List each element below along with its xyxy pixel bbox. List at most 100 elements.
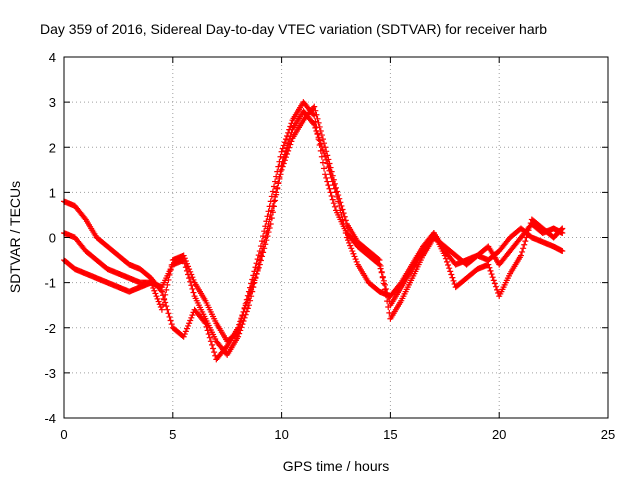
data-points [61, 99, 566, 363]
data-point [312, 107, 319, 114]
data-point [207, 338, 214, 345]
data-point [265, 208, 272, 215]
data-point [162, 291, 169, 298]
data-point [243, 296, 250, 303]
data-point [167, 266, 174, 273]
y-tick-label: -3 [44, 366, 56, 381]
data-point [315, 119, 322, 126]
data-point [186, 266, 193, 273]
series-track-3 [61, 99, 566, 345]
data-point [321, 165, 328, 172]
data-point [351, 253, 358, 260]
data-point [450, 277, 457, 284]
chart-title: Day 359 of 2016, Sidereal Day-to-day VTE… [40, 21, 547, 37]
data-point [443, 258, 450, 265]
data-point [244, 292, 251, 299]
data-point [352, 256, 359, 263]
data-point [313, 124, 320, 131]
data-point [385, 294, 392, 301]
data-point [268, 207, 275, 214]
data-point [333, 184, 339, 191]
series-track-1 [61, 108, 566, 363]
data-point [328, 168, 335, 175]
data-point [165, 310, 172, 317]
data-point [287, 141, 294, 148]
y-tick-label: 0 [49, 231, 56, 246]
data-point [208, 341, 215, 348]
data-point [317, 128, 324, 135]
data-point [342, 217, 349, 224]
data-point [186, 275, 193, 282]
data-point [286, 126, 293, 133]
data-point [521, 241, 528, 248]
data-point [319, 159, 326, 166]
data-point [182, 257, 189, 264]
data-point [286, 144, 293, 151]
data-point [166, 271, 173, 278]
data-point [259, 238, 266, 245]
data-point [268, 193, 275, 200]
data-point [559, 248, 566, 255]
data-point [261, 228, 268, 235]
data-point [280, 160, 287, 167]
data-point [266, 216, 273, 223]
data-point [273, 189, 280, 196]
data-point [330, 176, 337, 183]
data-point [223, 344, 230, 351]
data-point [330, 200, 337, 207]
data-point [151, 287, 158, 294]
data-point [153, 293, 160, 300]
data-point [185, 263, 192, 270]
data-point [492, 283, 499, 290]
data-point [206, 334, 213, 341]
axis-ticks [63, 56, 609, 419]
data-point [279, 145, 286, 152]
data-point [237, 321, 244, 328]
data-point [519, 248, 526, 255]
data-point [245, 288, 252, 295]
data-point [255, 252, 262, 259]
data-point [447, 268, 454, 275]
data-point [267, 198, 274, 205]
data-point [274, 168, 281, 175]
data-point [312, 118, 319, 125]
data-point [445, 262, 452, 269]
data-point [559, 225, 566, 232]
data-point [339, 206, 346, 213]
data-point [446, 265, 453, 272]
data-point [187, 317, 194, 324]
data-point [269, 188, 276, 195]
data-point [189, 312, 196, 319]
data-point [158, 306, 165, 313]
data-point [186, 320, 193, 327]
data-point [150, 285, 157, 292]
data-point [277, 153, 284, 160]
data-point [277, 171, 284, 178]
data-point [326, 185, 333, 192]
y-tick-label: -1 [44, 276, 56, 291]
data-point [376, 261, 383, 268]
data-point [165, 276, 172, 283]
data-point [349, 248, 356, 255]
data-point [317, 147, 324, 154]
y-tick-label: -2 [44, 321, 56, 336]
data-point [326, 160, 333, 167]
data-point [281, 139, 288, 146]
data-point [185, 322, 192, 329]
data-point [164, 306, 171, 313]
data-point [251, 279, 258, 286]
data-point [348, 245, 355, 252]
y-tick-label: 4 [49, 50, 56, 65]
data-point [314, 130, 321, 137]
data-point [329, 196, 336, 203]
data-point [488, 271, 495, 278]
data-point [341, 213, 348, 220]
data-point [163, 303, 170, 310]
x-axis-label: GPS time / hours [283, 458, 390, 474]
data-point [239, 313, 246, 320]
data-point [180, 333, 187, 340]
data-point [273, 173, 280, 180]
data-point [164, 281, 171, 288]
y-tick-label: -4 [44, 411, 56, 426]
